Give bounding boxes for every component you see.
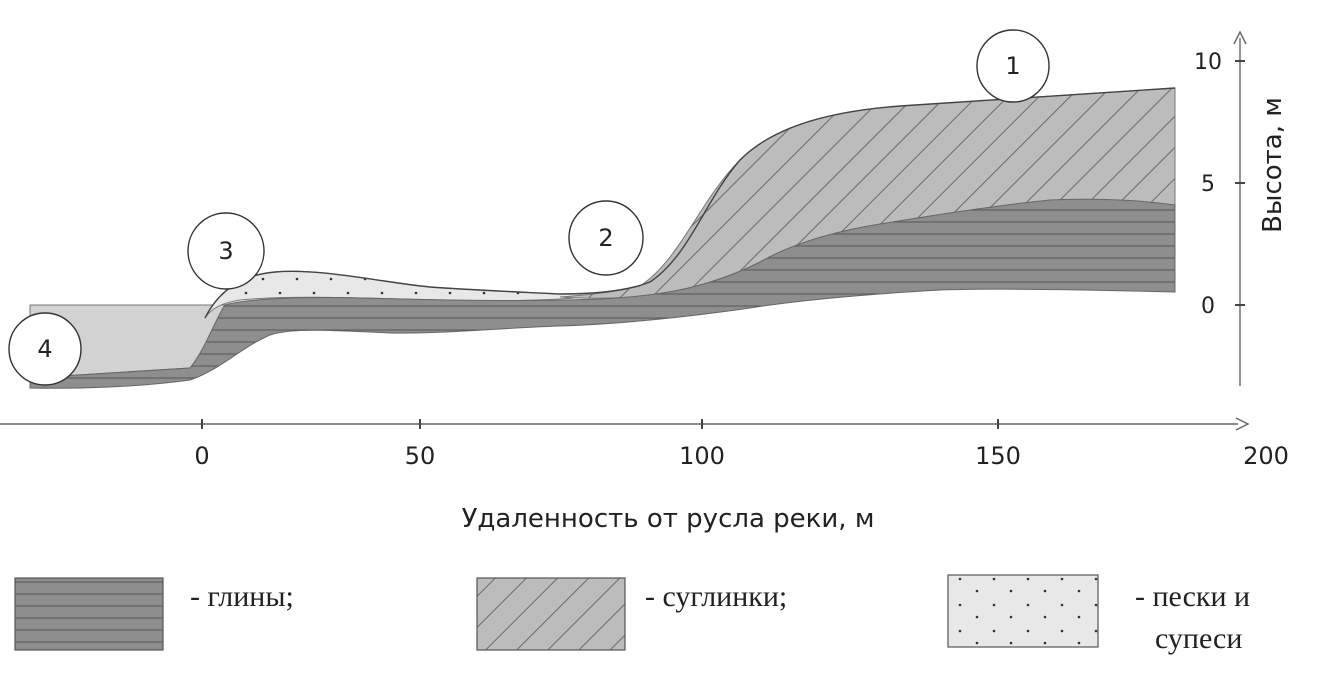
clays-layer <box>29 198 1176 389</box>
svg-text:3: 3 <box>218 237 233 265</box>
x-axis-title: Удаленность от русла реки, м <box>462 504 875 534</box>
marker-1: 1 <box>976 29 1050 103</box>
ground-surface-line <box>204 87 1176 319</box>
x-tick-label-200: 200 <box>1243 442 1289 470</box>
legend-swatch-sands <box>947 574 1099 648</box>
legend-label-clays: - глины; <box>190 580 294 613</box>
x-tick-label-50: 50 <box>405 442 436 470</box>
x-tick-label-0: 0 <box>194 442 209 470</box>
legend-swatch-clays <box>14 577 164 651</box>
legend-label-sands-line1: - пески и <box>1135 580 1250 613</box>
y-axis-arrow <box>1233 30 1247 45</box>
svg-text:4: 4 <box>37 335 52 363</box>
y-tick-label-0: 0 <box>1201 294 1215 319</box>
x-tick-label-100: 100 <box>679 442 725 470</box>
y-tick-label-5: 5 <box>1201 172 1215 197</box>
marker-4: 4 <box>8 312 82 386</box>
marker-2: 2 <box>568 200 644 276</box>
marker-3: 3 <box>187 212 265 290</box>
legend: - глины; - суглинки; - пески и супеси <box>14 574 1250 655</box>
x-axis-arrow <box>1235 417 1250 431</box>
svg-text:2: 2 <box>598 224 613 252</box>
svg-text:1: 1 <box>1005 52 1020 80</box>
y-axis-title: Высота, м <box>1258 97 1288 233</box>
legend-label-sands-line2: супеси <box>1155 622 1242 655</box>
legend-swatch-loams <box>476 577 626 651</box>
y-tick-label-10: 10 <box>1194 50 1222 75</box>
x-tick-label-150: 150 <box>975 442 1021 470</box>
legend-label-loams: - суглинки; <box>645 580 787 613</box>
